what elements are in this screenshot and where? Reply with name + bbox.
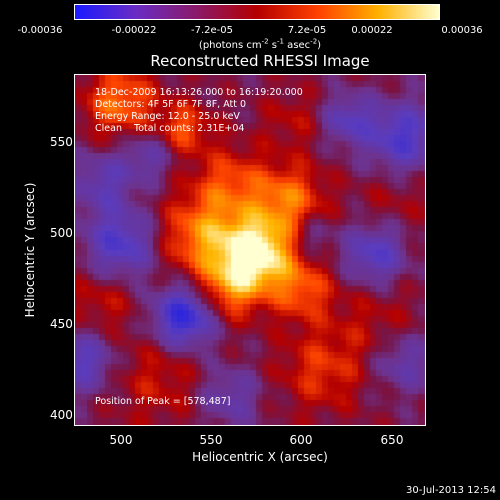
x-tick-500: 500	[109, 433, 133, 447]
info-detectors: Detectors: 4F 5F 6F 7F 8F, Att 0	[95, 99, 247, 110]
colorbar-tick-label: 0.00022	[351, 25, 393, 36]
colorbar-tick-label: -0.00036	[17, 25, 63, 36]
info-time-range: 18-Dec-2009 16:13:26.000 to 16:19:20.000	[95, 87, 303, 98]
info-total-counts: Clean Total counts: 2.31E+04	[95, 123, 245, 134]
colorbar-units-text: (photons cm-2 s-1 asec-2)	[198, 38, 322, 52]
colorbar-tick-label: -7.2e-05	[191, 25, 233, 36]
x-tick-650: 650	[380, 433, 404, 447]
rhessi-image	[75, 75, 425, 425]
x-tick-550: 550	[199, 433, 223, 447]
y-tick-400: 400	[50, 408, 73, 422]
x-axis-label: Heliocentric X (arcsec)	[192, 450, 328, 464]
colorbar-tick-label: 0.00036	[441, 25, 483, 36]
y-tick-500: 500	[50, 226, 73, 240]
colorbar-units: (photons cm-2 s-1 asec-2)	[199, 38, 321, 51]
y-tick-450: 450	[50, 317, 73, 331]
y-tick-550: 550	[50, 135, 73, 149]
colorbar-tick-label: 7.2e-05	[287, 25, 327, 36]
peak-position-label: Position of Peak = [578,487]	[95, 396, 231, 407]
plot-date: 30-Jul-2013 12:54	[405, 485, 496, 496]
info-energy-range: Energy Range: 12.0 - 25.0 keV	[95, 111, 240, 122]
colorbar	[74, 4, 440, 20]
image-frame: 18-Dec-2009 16:13:26.000 to 16:19:20.000…	[74, 74, 426, 426]
plot-title: Reconstructed RHESSI Image	[150, 52, 370, 70]
x-tick-600: 600	[289, 433, 313, 447]
y-axis-label: Heliocentric Y (arcsec)	[23, 182, 37, 318]
colorbar-tick-label: -0.00022	[111, 25, 157, 36]
